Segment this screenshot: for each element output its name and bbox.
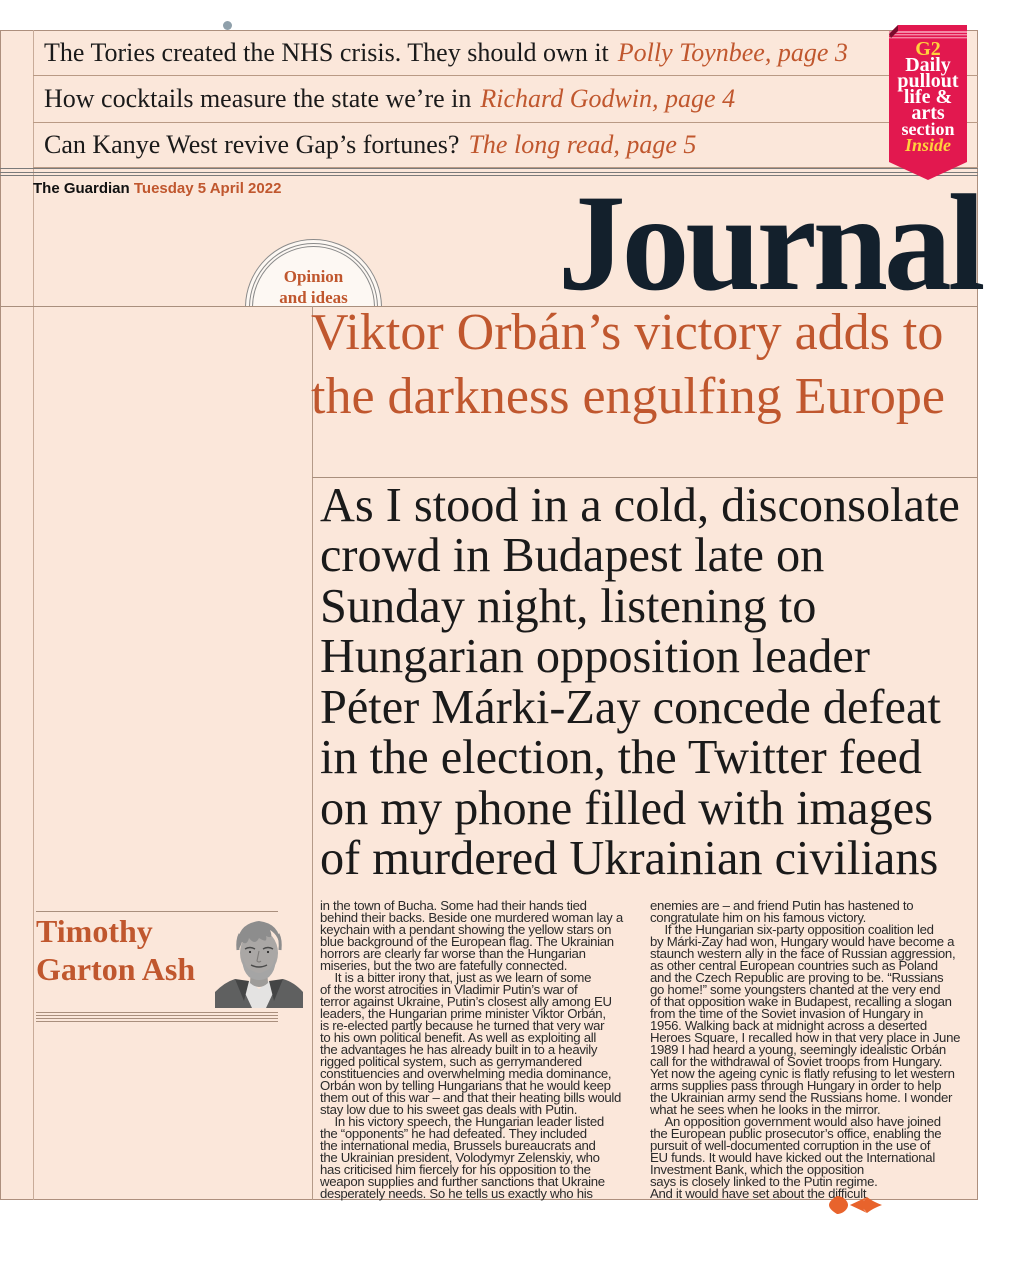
svg-text:Inside: Inside [904, 135, 951, 155]
